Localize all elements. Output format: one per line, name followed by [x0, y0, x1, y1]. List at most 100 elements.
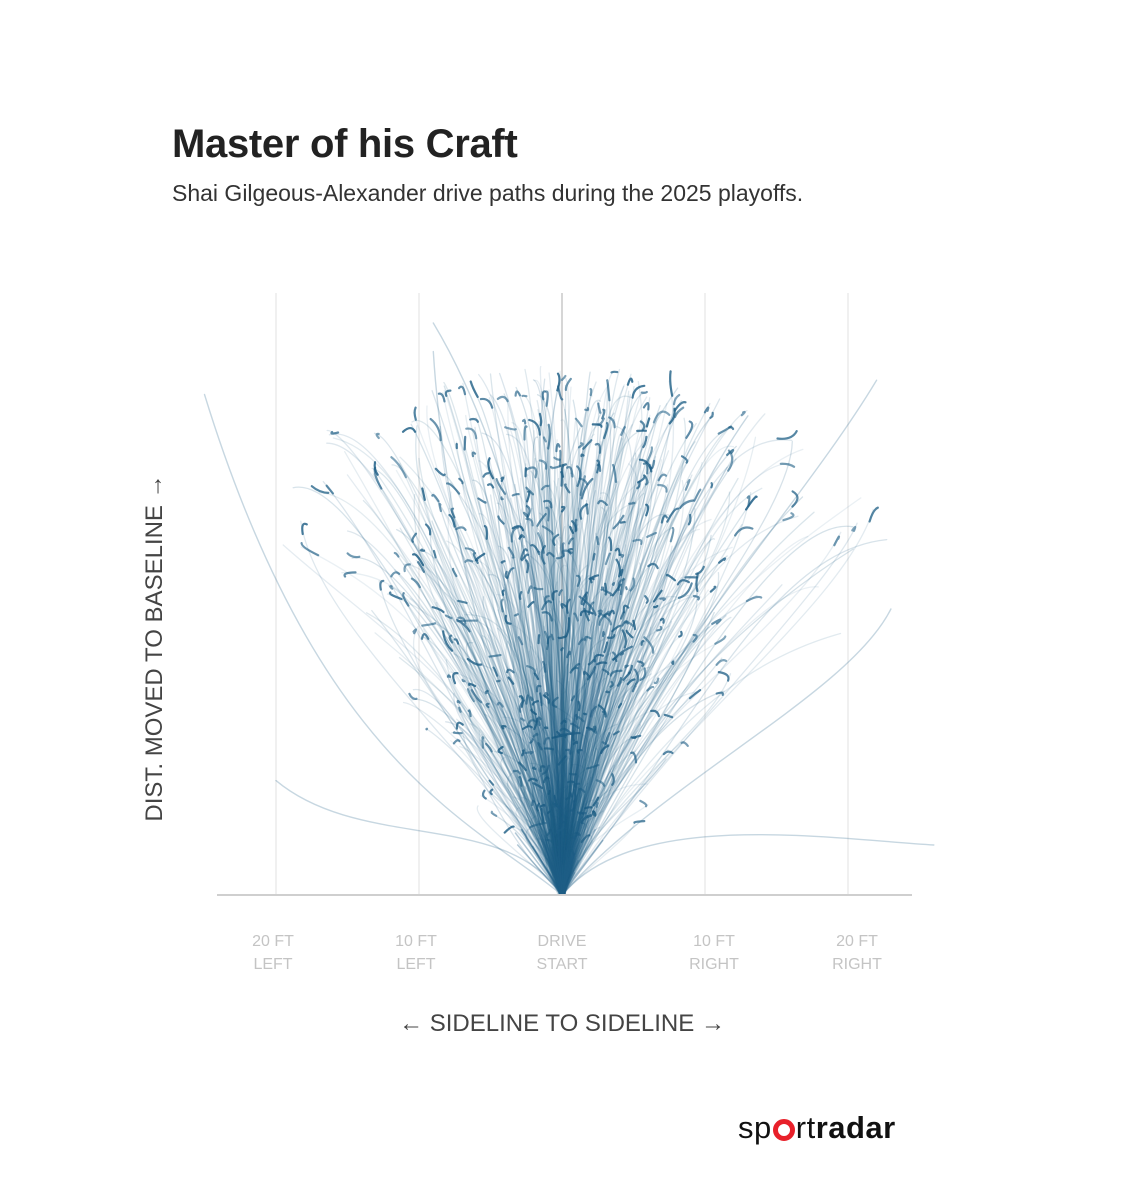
- drive-path-end-68: [463, 435, 467, 451]
- drive-path-609: [560, 535, 809, 896]
- drive-path-end-690: [577, 442, 584, 449]
- origin-ray-37: [560, 816, 563, 896]
- grid-lines: [275, 293, 849, 895]
- drive-path-end-572: [619, 520, 626, 524]
- drive-path-754: [461, 730, 563, 896]
- drive-path-720: [563, 597, 668, 896]
- drive-path-105: [445, 659, 563, 896]
- drive-path-55: [558, 449, 570, 896]
- drive-path-353: [326, 442, 565, 896]
- drive-path-end-297: [637, 660, 645, 667]
- origin-ray-7: [556, 866, 563, 896]
- drive-path-end-102: [413, 406, 417, 421]
- drive-path-end-850: [571, 730, 575, 742]
- drive-path-end-763: [543, 747, 555, 751]
- drive-path-844: [518, 524, 561, 896]
- drive-path-509: [522, 687, 561, 896]
- drive-path-810: [561, 581, 616, 896]
- drive-path-803: [561, 719, 579, 896]
- drive-path-616: [497, 609, 565, 896]
- drive-path-794: [533, 670, 562, 896]
- drive-path-543: [562, 479, 685, 896]
- drive-path-12: [562, 434, 621, 896]
- drive-path-808: [435, 601, 559, 896]
- drive-path-842: [546, 597, 564, 896]
- drive-path-end-738: [523, 425, 528, 441]
- drive-path-end-238: [512, 769, 522, 775]
- drive-path-end-229: [403, 563, 411, 573]
- drive-path-133: [561, 412, 659, 896]
- drive-path-series-2: [203, 393, 563, 896]
- drive-path-end-775: [513, 613, 519, 617]
- drive-path-92: [386, 593, 562, 896]
- drive-path-end-43: [580, 834, 591, 843]
- drive-path-526: [515, 671, 563, 896]
- drive-path-786: [559, 571, 703, 896]
- drive-path-350: [561, 368, 621, 896]
- drive-path-552: [490, 394, 563, 896]
- drive-path-end-720: [659, 597, 666, 602]
- drive-path-series-0: [561, 415, 749, 896]
- drive-path-end-560: [300, 542, 320, 557]
- drive-path-840: [559, 632, 842, 896]
- drive-path-end-743: [547, 423, 551, 450]
- drive-path-end-190: [541, 764, 550, 775]
- drive-path-end-734: [597, 499, 608, 506]
- drive-path-end-407: [584, 407, 590, 412]
- drive-path-466: [559, 502, 638, 896]
- drive-path-end-653: [525, 505, 531, 518]
- drive-path-end-622: [522, 511, 529, 518]
- origin-ray-28: [561, 856, 571, 896]
- drive-path-701: [560, 542, 569, 896]
- drive-path-740: [540, 808, 570, 896]
- drive-path-end-496: [450, 507, 456, 519]
- drive-path-end-142: [446, 674, 452, 678]
- drive-path-570: [560, 640, 645, 896]
- drive-path-314: [563, 507, 642, 896]
- drive-path-98: [560, 831, 579, 896]
- drive-path-end-773: [536, 802, 540, 812]
- drive-path-end-51: [711, 618, 722, 625]
- drive-path-313: [559, 539, 613, 896]
- drive-path-end-385: [684, 478, 691, 491]
- drive-path-482: [559, 685, 653, 896]
- drive-paths: [203, 322, 935, 896]
- drive-path-130: [556, 791, 586, 896]
- drive-path-652: [531, 668, 562, 896]
- drive-path-731: [561, 737, 637, 896]
- drive-path-100: [560, 445, 737, 896]
- drive-path-end-424: [346, 552, 361, 559]
- drive-path-311: [535, 525, 563, 896]
- drive-path-237: [539, 727, 563, 896]
- drive-path-end-250: [525, 517, 534, 527]
- drive-path-626: [554, 663, 569, 896]
- drive-path-end-48: [673, 406, 685, 418]
- drive-path-211: [545, 829, 564, 896]
- drive-path-238: [516, 769, 565, 896]
- drive-path-561: [560, 691, 698, 896]
- drive-path-752: [562, 553, 626, 896]
- drive-path-121: [561, 626, 636, 896]
- drive-path-594: [550, 725, 565, 896]
- drive-path-398: [561, 586, 819, 896]
- drive-path-end-382: [679, 499, 695, 509]
- drive-path-471: [443, 381, 562, 896]
- drive-path-84: [557, 627, 571, 896]
- drive-path-711: [560, 677, 606, 896]
- drive-path-72: [559, 757, 572, 896]
- drive-path-end-586: [580, 453, 585, 458]
- drive-path-878: [552, 618, 565, 896]
- drive-path-634: [561, 485, 586, 896]
- drive-path-end-617: [621, 629, 627, 649]
- drive-path-417: [559, 745, 610, 896]
- drive-path-728: [544, 698, 564, 896]
- drive-path-end-373: [639, 420, 646, 432]
- drive-path-end-204: [575, 574, 581, 587]
- drive-path-134: [556, 464, 569, 896]
- drive-path-end-315: [727, 449, 734, 472]
- drive-path-end-93: [375, 432, 380, 440]
- drive-path-242: [488, 397, 564, 896]
- drive-path-215: [395, 552, 563, 896]
- drive-path-73: [549, 763, 564, 896]
- drive-path-712: [426, 405, 561, 896]
